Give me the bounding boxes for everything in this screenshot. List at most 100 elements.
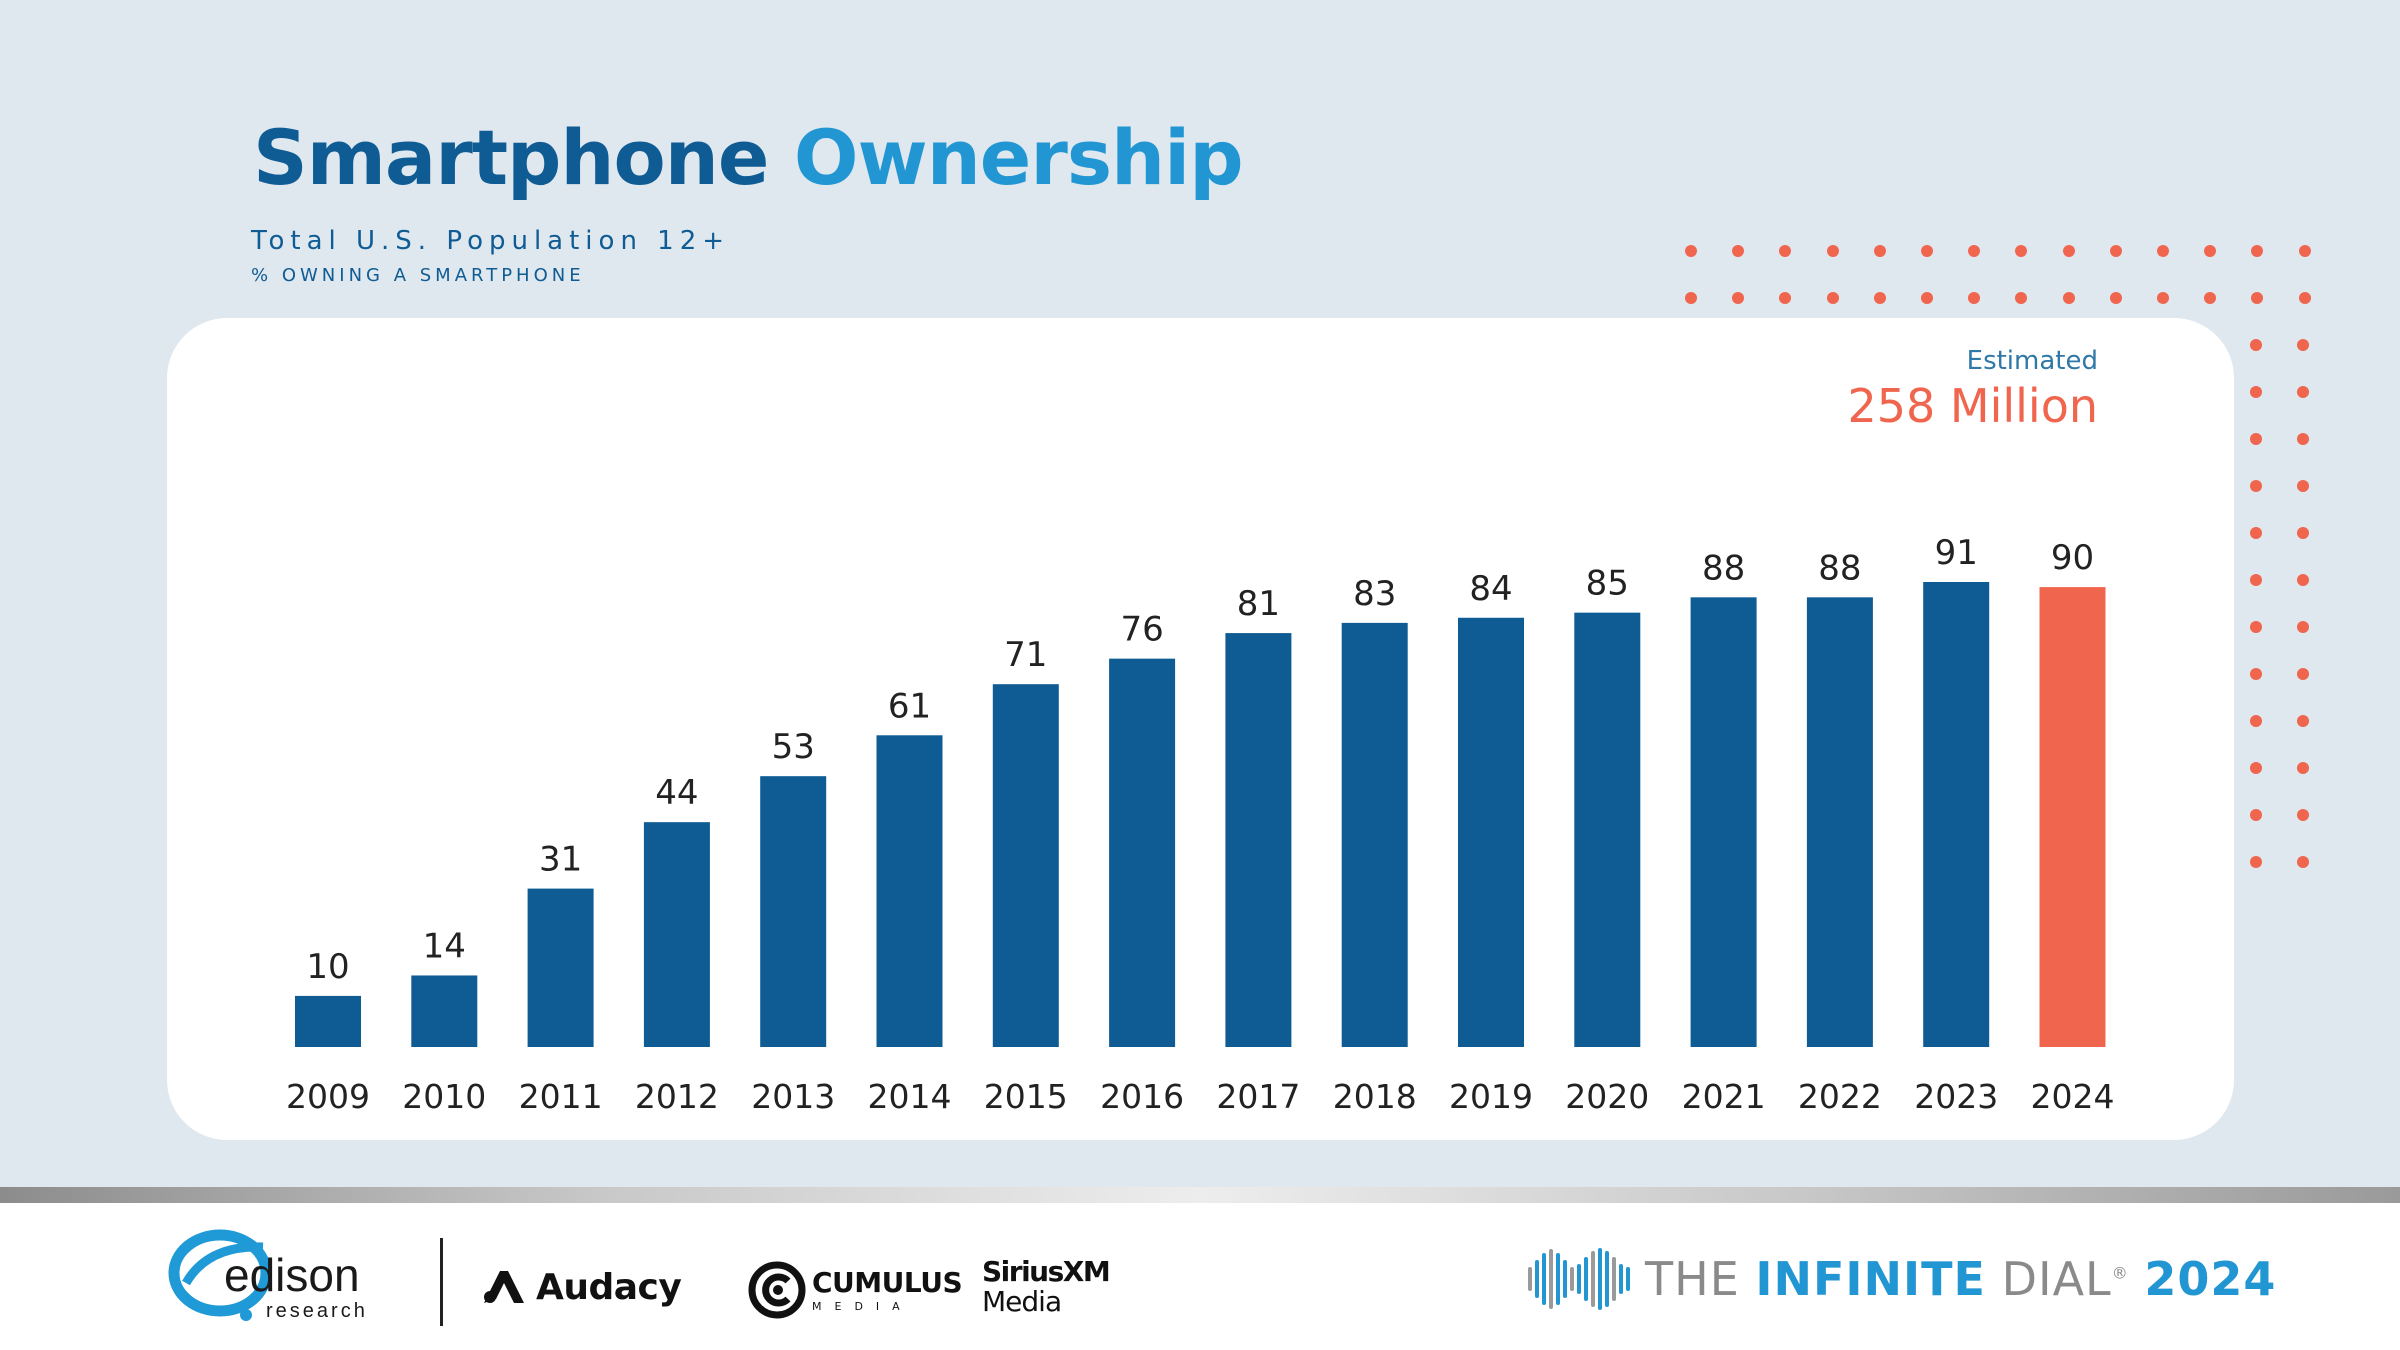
decorative-dot bbox=[2250, 527, 2262, 539]
bar-2023 bbox=[1923, 581, 1990, 1047]
decorative-dot bbox=[1779, 292, 1792, 304]
decorative-dot bbox=[2297, 480, 2309, 492]
bar-2017 bbox=[1225, 633, 1292, 1047]
decorative-dot bbox=[1685, 245, 1697, 257]
data-label-2013: 53 bbox=[772, 727, 815, 767]
cumulus-wordmark: CUMULUS bbox=[812, 1265, 963, 1299]
decorative-dot bbox=[2297, 621, 2309, 633]
x-tick-label-2019: 2019 bbox=[1449, 1077, 1533, 1116]
bar-2021 bbox=[1690, 597, 1757, 1047]
decorative-dot bbox=[2250, 856, 2262, 868]
decorative-dot bbox=[1779, 245, 1792, 257]
title-part-1: Smartphone bbox=[253, 113, 769, 202]
audacy-mark-icon bbox=[484, 1271, 524, 1303]
brand-dial: DIAL bbox=[2001, 1252, 2112, 1306]
decorative-dot bbox=[1873, 292, 1886, 304]
x-tick-label-2022: 2022 bbox=[1798, 1077, 1882, 1116]
x-tick-label-2009: 2009 bbox=[286, 1077, 370, 1116]
siriusxm-wordmark: SiriusXM bbox=[982, 1255, 1111, 1288]
bar-2020 bbox=[1574, 612, 1641, 1047]
decorative-dot bbox=[2298, 245, 2311, 257]
decorative-dot bbox=[1921, 245, 1933, 257]
bar-2016 bbox=[1109, 658, 1176, 1047]
bar-chart: 10 2009 14 2010 31 2011 44 2012 53 2013 61 2014 71 20… bbox=[286, 533, 2114, 1116]
decorative-dot bbox=[2015, 245, 2028, 257]
x-tick-label-2020: 2020 bbox=[1565, 1077, 1649, 1116]
decorative-dot bbox=[1873, 245, 1886, 257]
cumulus-mark-icon bbox=[748, 1261, 806, 1319]
decorative-dot bbox=[2062, 292, 2075, 304]
bar-2014 bbox=[876, 735, 943, 1047]
data-label-2009: 10 bbox=[306, 947, 349, 987]
estimate-label: Estimated bbox=[1966, 346, 2098, 376]
data-label-2020: 85 bbox=[1586, 564, 1629, 604]
decorative-dot bbox=[2250, 574, 2262, 586]
decorative-dot bbox=[1732, 292, 1745, 304]
x-tick-label-2017: 2017 bbox=[1216, 1077, 1300, 1116]
chart-measure-label: % OWNING A SMARTPHONE bbox=[251, 265, 585, 286]
decorative-dot bbox=[2109, 292, 2122, 304]
decorative-dot bbox=[2250, 480, 2262, 492]
bar-2018 bbox=[1341, 622, 1408, 1047]
chart-subtitle: Total U.S. Population 12+ bbox=[251, 226, 731, 256]
title-part-2: Ownership bbox=[793, 113, 1244, 202]
bar-2022 bbox=[1806, 597, 1873, 1047]
data-label-2023: 91 bbox=[1935, 533, 1978, 573]
decorative-dot bbox=[2297, 762, 2309, 774]
bar-2024 bbox=[2039, 587, 2106, 1047]
edison-subtext: research bbox=[266, 1300, 368, 1322]
decorative-dot bbox=[1968, 245, 1981, 257]
decorative-dot bbox=[1685, 292, 1697, 304]
x-tick-label-2014: 2014 bbox=[868, 1077, 952, 1116]
decorative-dot bbox=[2297, 809, 2309, 821]
decorative-dot bbox=[2157, 245, 2169, 257]
data-label-2011: 31 bbox=[539, 840, 582, 880]
decorative-dot bbox=[1968, 292, 1981, 304]
edison-swirl-icon: edison research bbox=[168, 1229, 368, 1322]
decorative-dot bbox=[1826, 292, 1839, 304]
decorative-dot bbox=[1921, 292, 1933, 304]
decorative-dot bbox=[2297, 433, 2309, 445]
decorative-dot bbox=[2298, 292, 2311, 304]
data-label-2024: 90 bbox=[2051, 538, 2094, 578]
decorative-dot bbox=[2297, 527, 2309, 539]
data-label-2021: 88 bbox=[1702, 548, 1745, 588]
logo-divider bbox=[440, 1238, 443, 1326]
estimate-value: 258 Million bbox=[1847, 379, 2098, 433]
bar-2019 bbox=[1458, 617, 1524, 1047]
cumulus-subtext: MEDIA bbox=[812, 1299, 913, 1313]
audacy-logo: Audacy bbox=[482, 1262, 682, 1312]
infinite-loop-icon bbox=[1528, 1248, 1630, 1310]
decorative-dot bbox=[2297, 856, 2309, 868]
brand-year: 2024 bbox=[2144, 1252, 2277, 1306]
data-label-2012: 44 bbox=[655, 773, 698, 813]
data-label-2010: 14 bbox=[423, 926, 466, 966]
data-label-2018: 83 bbox=[1353, 574, 1396, 614]
x-tick-label-2021: 2021 bbox=[1682, 1077, 1766, 1116]
decorative-dot bbox=[2250, 386, 2262, 398]
decorative-dot bbox=[1826, 245, 1839, 257]
data-label-2022: 88 bbox=[1818, 548, 1861, 588]
x-tick-label-2016: 2016 bbox=[1100, 1077, 1184, 1116]
decorative-dot bbox=[2250, 809, 2262, 821]
decorative-dot bbox=[2250, 715, 2262, 727]
cumulus-media-logo: CUMULUS MEDIA bbox=[748, 1258, 963, 1322]
data-label-2015: 71 bbox=[1004, 635, 1047, 675]
decorative-dot bbox=[2157, 292, 2169, 304]
footer-divider-bar bbox=[0, 1187, 2400, 1203]
bar-2013 bbox=[760, 776, 827, 1047]
decorative-dot bbox=[2251, 292, 2264, 304]
audacy-wordmark: Audacy bbox=[536, 1266, 682, 1308]
bar-2009 bbox=[295, 995, 361, 1047]
x-tick-label-2010: 2010 bbox=[402, 1077, 486, 1116]
siriusxm-subtext: Media bbox=[982, 1285, 1062, 1318]
x-tick-label-2018: 2018 bbox=[1333, 1077, 1417, 1116]
bar-2011 bbox=[527, 888, 594, 1047]
decorative-dot bbox=[2297, 339, 2309, 351]
infinite-dial-logo: THE INFINITE DIAL® 2024 bbox=[1525, 1244, 2276, 1314]
data-label-2017: 81 bbox=[1237, 584, 1280, 624]
bar-2015 bbox=[992, 684, 1059, 1047]
siriusxm-media-logo: SiriusXM Media bbox=[982, 1255, 1111, 1318]
page-title: Smartphone Ownership bbox=[253, 120, 1244, 196]
data-label-2014: 61 bbox=[888, 686, 931, 726]
